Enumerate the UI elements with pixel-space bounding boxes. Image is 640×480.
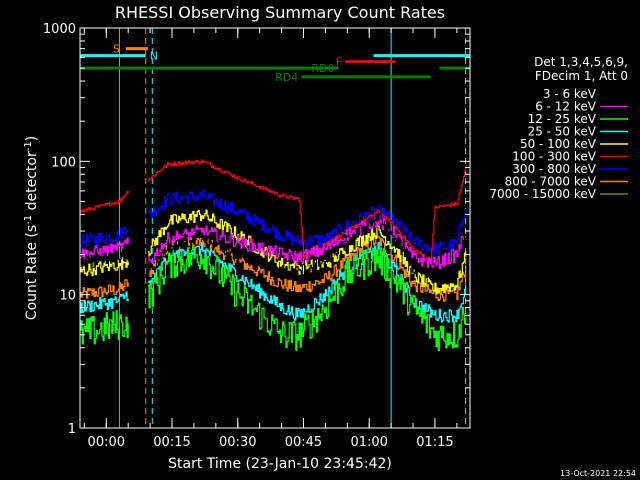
flag-label-rd0: RD0 (311, 62, 334, 75)
flag-label-s: S (113, 43, 120, 56)
y-axis-label-mid: detector (24, 151, 40, 215)
legend-label-5: 50 - 100 keV (520, 137, 597, 151)
y-tick-label-1: 1 (68, 422, 76, 437)
chart-title: RHESSI Observing Summary Count Rates (115, 3, 445, 22)
y-axis-label-end: ) (24, 136, 40, 141)
y-axis-label-sup1: -1 (23, 215, 34, 225)
y-axis-label: Count Rate (s-1 detector-1) (23, 136, 40, 320)
series-line-1 (80, 213, 467, 282)
legend-header-detectors: Det 1,3,4,5,6,9, (534, 55, 628, 69)
legend-label-8: 800 - 7000 keV (505, 175, 597, 189)
y-tick-label-4: 1000 (43, 22, 76, 37)
y-axis-label-sup2: -1 (23, 141, 34, 151)
legend-header-decimation: FDecim 1, Att 0 (535, 69, 628, 83)
x-axis-label: Start Time (23-Jan-10 23:45:42) (168, 456, 392, 472)
legend-label-4: 25 - 50 keV (528, 125, 597, 139)
y-tick-label-3: 100 (51, 155, 76, 170)
legend-label-2: 6 - 12 keV (535, 100, 597, 114)
legend-label-7: 300 - 800 keV (512, 162, 596, 176)
x-tick-label-6: 01:15 (416, 435, 453, 450)
flag-label-f: F (336, 56, 342, 69)
y-tick-label-2: 10 (59, 289, 76, 304)
x-tick-label-2: 00:15 (153, 435, 190, 450)
series-line-3 (80, 245, 467, 351)
x-tick-label-4: 00:45 (285, 435, 322, 450)
x-tick-label-5: 01:00 (350, 435, 387, 450)
x-tick-label-1: 00:00 (88, 435, 125, 450)
flag-label-n: N (150, 50, 158, 63)
timestamp-footer: 13-Oct-2021 22:54 (560, 469, 636, 478)
legend-label-1: 3 - 6 keV (543, 87, 597, 101)
y-axis-label-main: Count Rate (s (24, 225, 40, 320)
legend-label-3: 12 - 25 keV (528, 112, 597, 126)
series-line-7 (80, 189, 467, 256)
series-line-4 (80, 241, 467, 323)
x-tick-label-3: 00:30 (219, 435, 256, 450)
legend-label-9: 7000 - 15000 keV (489, 187, 596, 201)
plot-frame (79, 27, 471, 429)
flag-label-rd4: RD4 (275, 71, 298, 84)
legend-label-6: 100 - 300 keV (512, 150, 596, 164)
legend: Det 1,3,4,5,6,9, FDecim 1, Att 0 3 - 6 k… (489, 55, 628, 201)
